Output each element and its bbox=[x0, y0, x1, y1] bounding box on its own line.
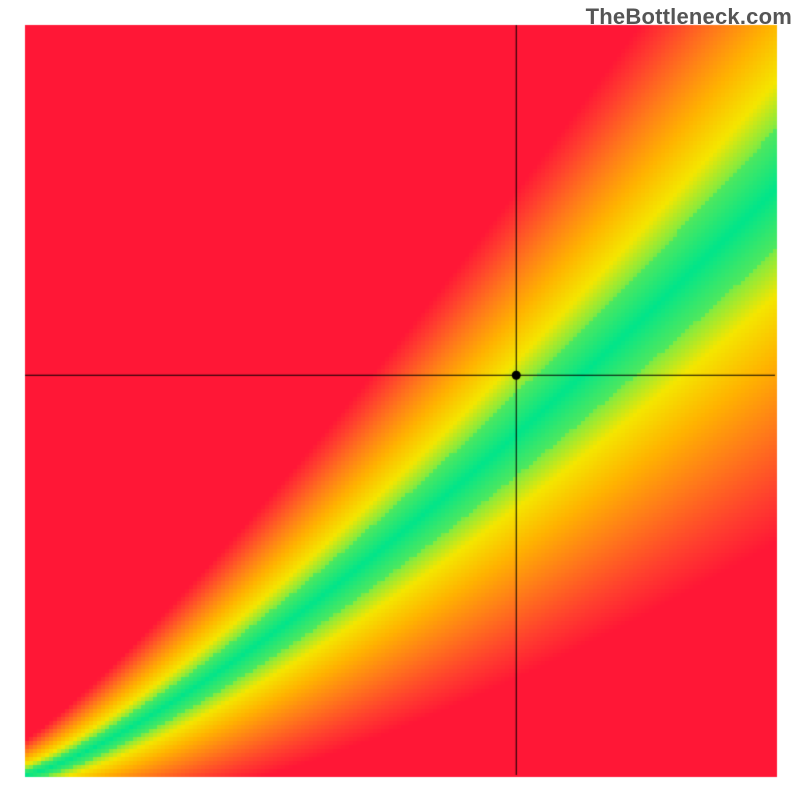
chart-container: TheBottleneck.com bbox=[0, 0, 800, 800]
watermark-text: TheBottleneck.com bbox=[586, 4, 792, 30]
bottleneck-heatmap bbox=[0, 0, 800, 800]
